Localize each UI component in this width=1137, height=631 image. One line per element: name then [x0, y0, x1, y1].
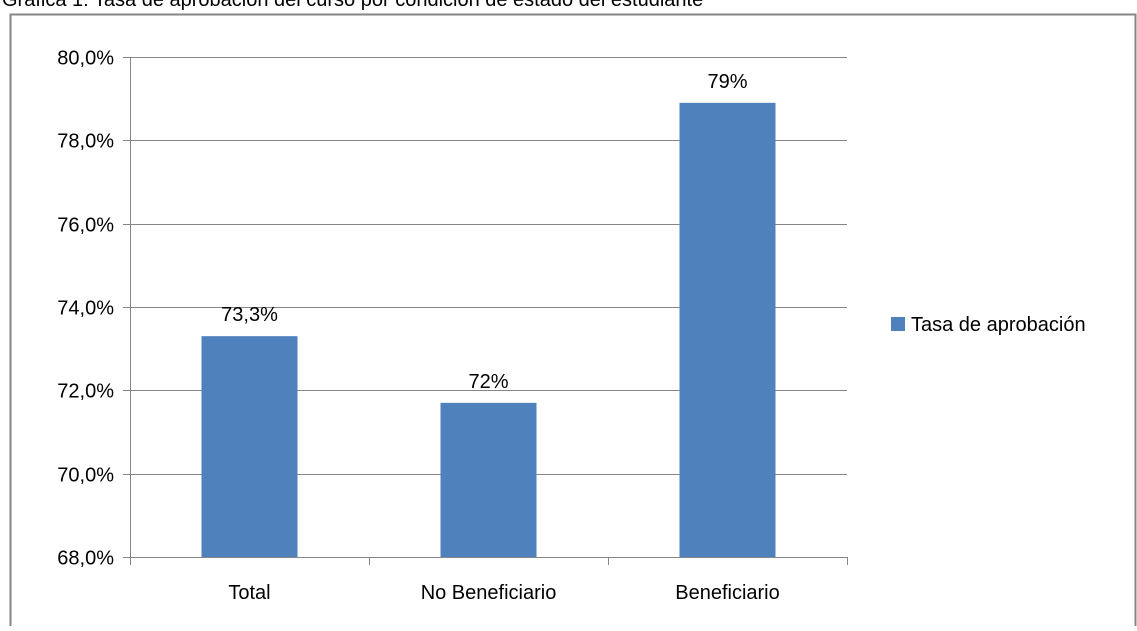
legend: Tasa de aprobación	[891, 314, 1086, 336]
bar	[679, 102, 776, 557]
y-tick-label: 68,0%	[57, 548, 114, 570]
bar	[201, 336, 298, 557]
data-label: 79%	[707, 71, 747, 93]
x-tick-label: Total	[228, 582, 270, 604]
data-label: 72%	[468, 371, 508, 393]
y-tick-label: 70,0%	[57, 465, 114, 487]
data-label: 73,3%	[221, 304, 278, 326]
y-tick-label: 72,0%	[57, 381, 114, 403]
chart-title: Gráfica 1: Tasa de aprobación del curso …	[2, 0, 703, 11]
y-tick-label: 80,0%	[57, 48, 114, 70]
bar	[440, 402, 537, 557]
y-tick-label: 74,0%	[57, 298, 114, 320]
legend-swatch	[891, 317, 905, 331]
chart-border	[9, 13, 1137, 631]
legend-label: Tasa de aprobación	[911, 314, 1086, 336]
y-tick-label: 76,0%	[57, 215, 114, 237]
bars	[201, 102, 776, 557]
axes	[130, 57, 848, 565]
y-tick-label: 78,0%	[57, 131, 114, 153]
labels: 68,0% 70,0% 72,0% 74,0% 76,0% 78,0% 80,0% 73,3%…	[57, 48, 779, 605]
x-tick-label: No Beneficiario	[421, 582, 557, 604]
x-tick-label: Beneficiario	[675, 582, 780, 604]
